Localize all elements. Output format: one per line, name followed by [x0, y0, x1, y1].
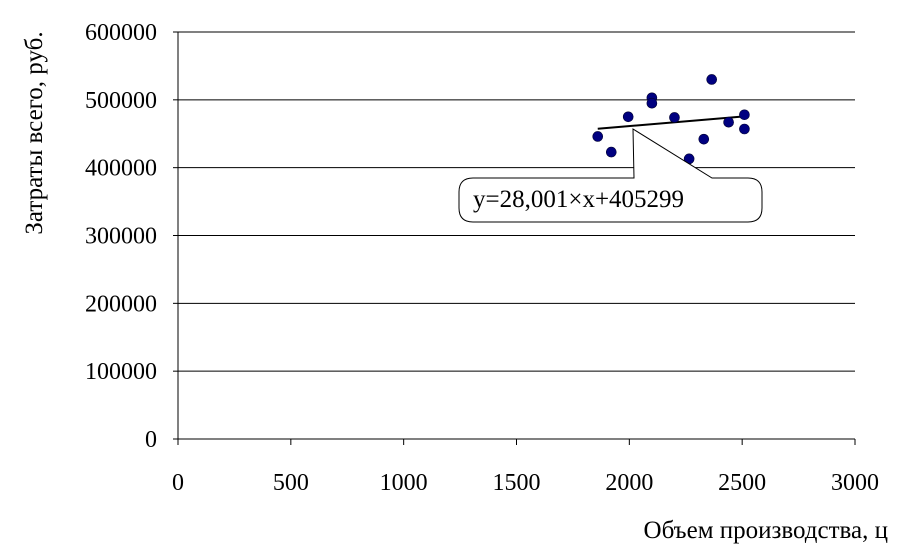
data-point [739, 123, 750, 135]
equation-callout: y=28,001×x+405299 [458, 128, 763, 223]
trendline-equation: y=28,001×x+405299 [473, 186, 684, 213]
data-point [622, 111, 634, 123]
x-tick-label: 2000 [605, 470, 653, 496]
data-point [723, 116, 734, 128]
y-tick-label: 300000 [85, 224, 157, 250]
y-tick-label: 200000 [85, 291, 157, 317]
callout-box [458, 128, 763, 223]
data-point [739, 109, 750, 121]
x-tick-label: 0 [172, 470, 184, 496]
y-tick-label: 400000 [85, 156, 157, 182]
trendline-line [597, 115, 745, 130]
y-tick-label: 0 [145, 427, 157, 453]
data-points [592, 74, 750, 165]
y-tick-label: 600000 [85, 20, 157, 46]
data-point [698, 133, 710, 145]
x-tick-label: 1000 [380, 470, 428, 496]
gridlines [178, 31, 855, 372]
y-tick-label: 500000 [85, 88, 157, 114]
x-tick-label: 1500 [493, 470, 541, 496]
y-axis-title: Затраты всего, руб. [21, 31, 48, 234]
x-axis-title: Объем производства, ц [644, 517, 888, 544]
x-tick-label: 2500 [718, 470, 766, 496]
y-tick-labels: 0 100000 200000 300000 400000 500000 600000 [85, 20, 157, 453]
x-tick-label: 500 [273, 470, 309, 496]
axes [173, 31, 856, 445]
data-point [592, 131, 604, 142]
x-tick-labels: 0 500 1000 1500 2000 2500 3000 [172, 470, 879, 496]
x-tick-label: 3000 [831, 470, 879, 496]
data-point [706, 74, 718, 85]
data-point [646, 97, 658, 109]
trendline [597, 115, 745, 130]
data-point [605, 146, 617, 158]
data-point [669, 112, 680, 123]
y-tick-label: 100000 [85, 359, 157, 385]
